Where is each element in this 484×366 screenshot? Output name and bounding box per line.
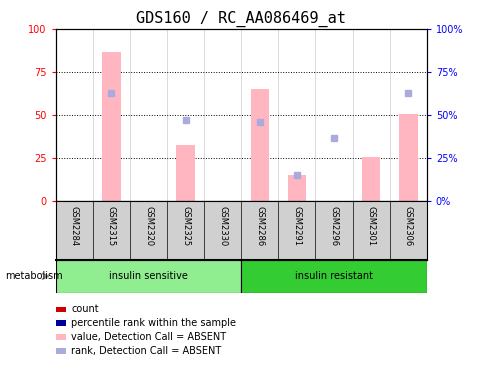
Bar [241, 260, 426, 293]
Bar [361, 157, 379, 201]
Text: value, Detection Call = ABSENT: value, Detection Call = ABSENT [71, 332, 226, 342]
Text: count: count [71, 304, 99, 314]
Bar [398, 113, 417, 201]
Bar [250, 90, 269, 201]
Text: GSM2325: GSM2325 [181, 206, 190, 246]
Bar [287, 175, 305, 201]
Text: GSM2315: GSM2315 [106, 206, 116, 246]
Text: insulin sensitive: insulin sensitive [109, 271, 188, 281]
Text: GSM2296: GSM2296 [329, 206, 338, 246]
Text: insulin resistant: insulin resistant [294, 271, 372, 281]
Text: GSM2330: GSM2330 [218, 206, 227, 246]
Bar [176, 145, 195, 201]
Text: GSM2286: GSM2286 [255, 206, 264, 246]
Bar [102, 52, 121, 201]
Text: metabolism: metabolism [5, 271, 62, 281]
Title: GDS160 / RC_AA086469_at: GDS160 / RC_AA086469_at [136, 10, 346, 27]
Text: GSM2301: GSM2301 [366, 206, 375, 246]
Text: GSM2306: GSM2306 [403, 206, 412, 246]
Text: GSM2284: GSM2284 [70, 206, 79, 246]
Text: percentile rank within the sample: percentile rank within the sample [71, 318, 236, 328]
Text: GSM2291: GSM2291 [292, 206, 301, 246]
Text: rank, Detection Call = ABSENT: rank, Detection Call = ABSENT [71, 346, 221, 356]
Text: GSM2320: GSM2320 [144, 206, 153, 246]
Bar [56, 260, 241, 293]
